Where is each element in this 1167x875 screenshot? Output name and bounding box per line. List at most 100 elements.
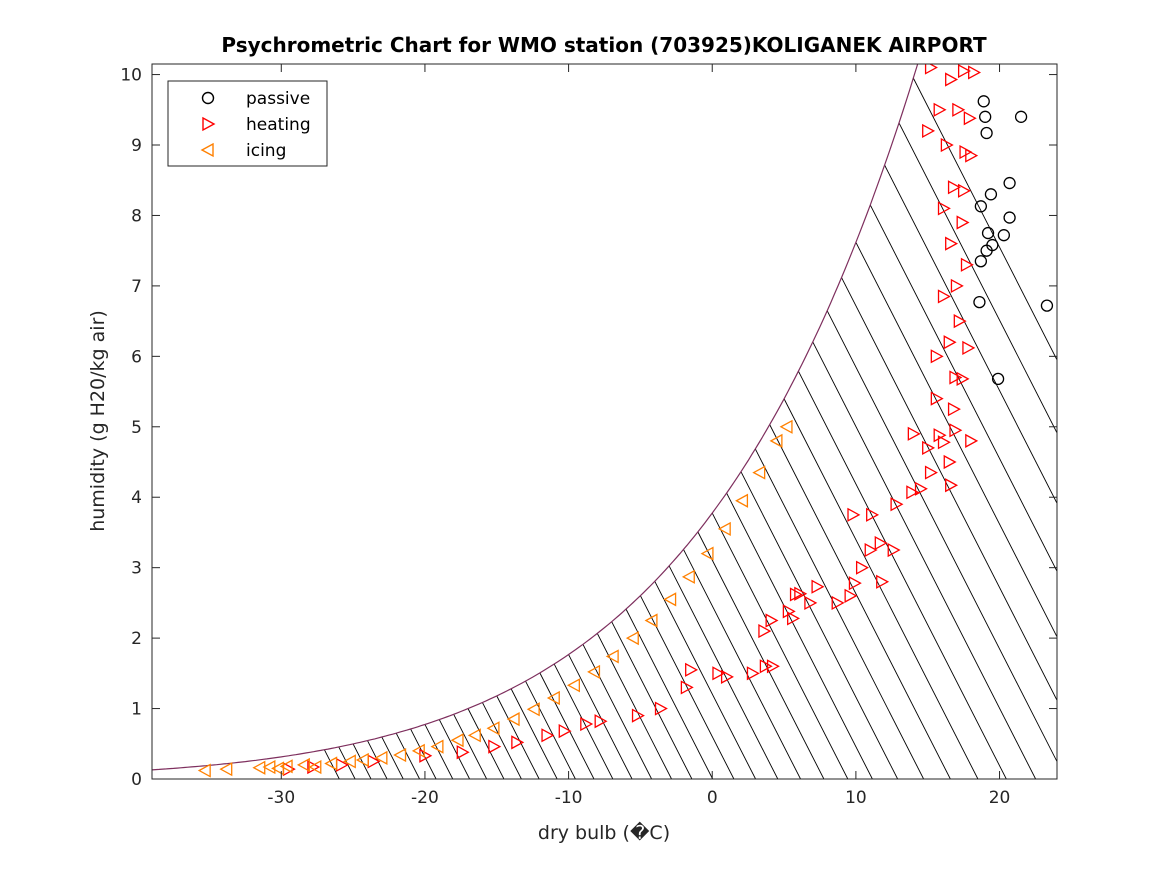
plot-area: [152, 64, 1057, 779]
y-tick-label: 1: [131, 700, 142, 720]
y-tick-label: 9: [131, 136, 142, 156]
heating-point: [746, 666, 760, 681]
icing-point: [752, 465, 766, 480]
heating-point: [685, 662, 699, 677]
heating-point: [937, 435, 951, 450]
heating-point: [759, 659, 773, 674]
plot-border: [151, 63, 1058, 780]
icing-point: [587, 664, 601, 680]
x-tick-label: 0: [707, 788, 718, 808]
passive-point: [984, 188, 998, 201]
heating-point: [887, 542, 901, 558]
heating-point: [866, 507, 880, 522]
enthalpy-line: [826, 310, 1057, 763]
enthalpy-line: [539, 672, 595, 779]
heating-point: [844, 588, 858, 603]
heating-point: [804, 595, 818, 610]
heating-point: [680, 680, 694, 695]
y-tick-label: 4: [131, 488, 142, 508]
heating-point: [930, 391, 944, 406]
enthalpy-line: [553, 663, 614, 779]
icing-point: [450, 733, 464, 748]
legend-marker-icing: [200, 142, 214, 158]
icing-point: [779, 419, 793, 434]
heating-point: [962, 340, 976, 355]
heating-point: [758, 623, 772, 639]
heating-point: [594, 714, 608, 729]
icing-point: [393, 747, 407, 763]
icing-point: [271, 761, 285, 776]
enthalpy-line: [424, 724, 454, 779]
data-markers: [197, 64, 1054, 778]
enthalpy-line: [395, 732, 420, 779]
enthalpy-line: [453, 714, 488, 779]
heating-point: [945, 478, 959, 493]
heating-point: [933, 102, 947, 117]
enthalpy-line: [798, 371, 1007, 779]
enthalpy-line: [625, 608, 714, 779]
heating-point: [949, 370, 963, 385]
heating-point: [712, 666, 726, 681]
enthalpy-line: [898, 122, 1057, 434]
icing-point: [566, 678, 580, 693]
icing-point: [506, 712, 520, 727]
enthalpy-line: [769, 424, 951, 779]
heating-point: [965, 433, 979, 448]
legend-label-passive: passive: [246, 89, 310, 109]
enthalpy-line: [855, 242, 1057, 638]
icing-point: [663, 592, 677, 607]
heating-point: [789, 587, 803, 602]
icing-point: [219, 762, 233, 777]
heating-point: [922, 123, 936, 139]
enthalpy-line: [754, 448, 925, 779]
legend-label-icing: icing: [246, 141, 286, 161]
passive-point: [974, 255, 988, 268]
enthalpy-line: [912, 77, 1057, 361]
heating-point: [720, 669, 734, 684]
y-tick-label: 8: [131, 206, 142, 226]
enthalpy-line: [568, 654, 633, 779]
y-tick-label: 2: [131, 629, 142, 649]
heating-point: [952, 102, 966, 117]
enthalpy-line: [352, 743, 372, 779]
heating-point: [945, 72, 959, 87]
heating-point: [419, 748, 433, 763]
x-axis-ticks: -30 -20 -10 0 10 20: [267, 64, 1010, 808]
passive-point: [1003, 211, 1016, 224]
heating-point: [765, 613, 779, 628]
enthalpy-line: [683, 549, 801, 779]
enthalpy-line: [467, 708, 505, 779]
heating-point: [963, 111, 977, 126]
enthalpy-line: [496, 695, 540, 779]
heating-point: [864, 542, 878, 558]
icing-point: [717, 521, 731, 537]
icing-point: [735, 493, 749, 508]
passive-point: [973, 295, 986, 309]
passive-point: [1014, 110, 1028, 123]
enthalpy-line: [481, 702, 522, 779]
heating-point: [956, 371, 970, 386]
heating-point: [847, 507, 861, 522]
icing-point: [308, 759, 322, 775]
x-axis-label: dry bulb (�C): [538, 821, 670, 844]
icing-point: [644, 613, 658, 628]
x-tick-label: 20: [989, 788, 1011, 808]
heating-point: [953, 314, 967, 329]
x-tick-label: 10: [845, 788, 867, 808]
passive-point: [991, 372, 1005, 386]
y-tick-label: 0: [131, 770, 142, 790]
heating-point: [947, 402, 961, 417]
heating-point: [940, 137, 954, 153]
heating-point: [787, 611, 801, 626]
enthalpy-line: [381, 736, 404, 779]
enthalpy-line: [525, 680, 576, 779]
heating-point: [956, 215, 970, 230]
passive-point: [980, 126, 993, 140]
heating-point: [960, 257, 974, 272]
heating-point: [922, 440, 936, 456]
heating-point: [654, 701, 668, 716]
passive-point: [997, 229, 1010, 242]
enthalpy-line: [438, 719, 470, 779]
icing-point: [355, 752, 369, 768]
